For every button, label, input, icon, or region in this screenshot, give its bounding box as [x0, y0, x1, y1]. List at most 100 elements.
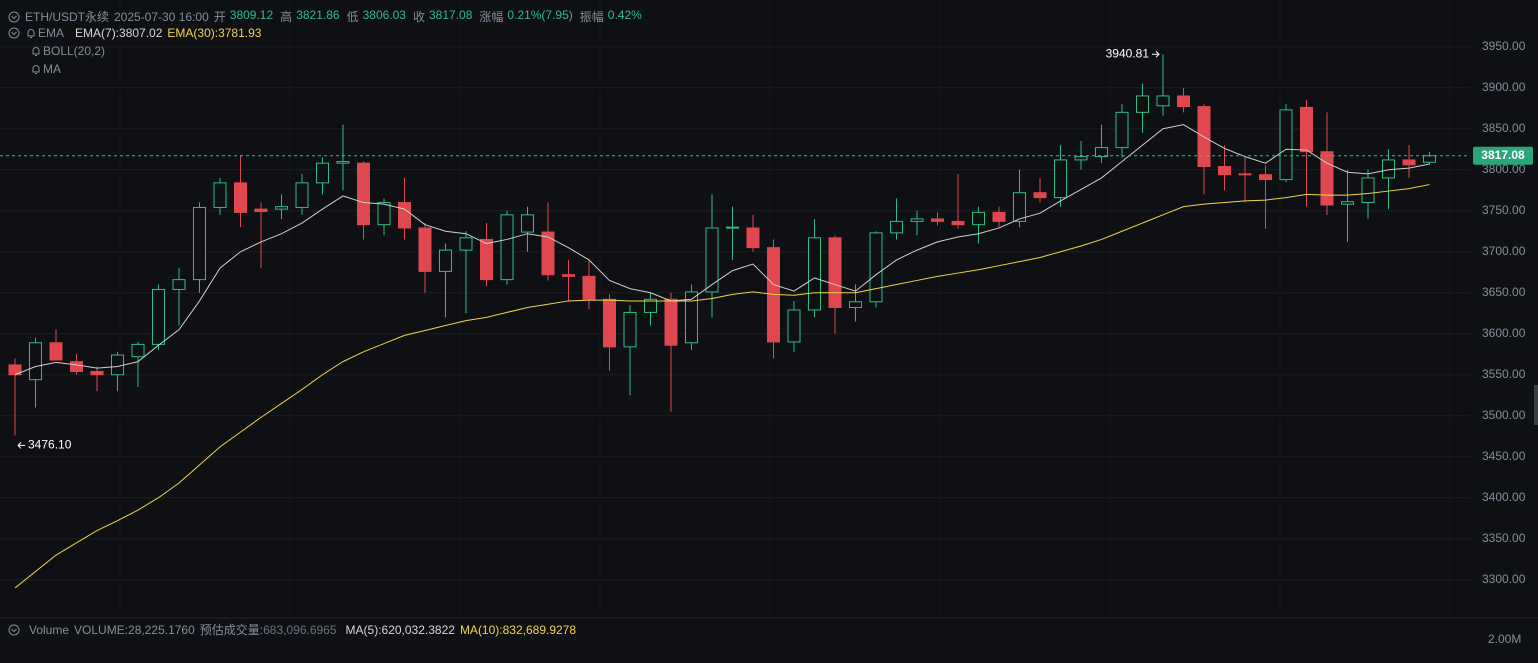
candle-body: [172, 279, 186, 290]
annotation-arrow: [1152, 50, 1160, 58]
plot: 3300.00 3350.00 3400.00 3450.00 3500.00 3550.…: [0, 38, 1533, 589]
collapse-icon[interactable]: [8, 11, 20, 23]
y-tick-label: 3600.00: [1482, 326, 1526, 340]
y-tick-label: 3650.00: [1482, 285, 1526, 299]
scroll-handle[interactable]: [1534, 385, 1538, 425]
y-tick-label: 3900.00: [1482, 80, 1526, 94]
candle-body: [357, 162, 370, 226]
candle-body: [418, 227, 432, 272]
candle-body: [1279, 109, 1293, 181]
field-value: 0.21%(7.95): [507, 8, 573, 22]
candle-body: [1238, 173, 1252, 176]
candle-body: [234, 182, 247, 213]
volume-row: Volume VOLUME:28,225.1760 预估成交量:683,096.…: [8, 621, 576, 638]
candle-body: [398, 202, 411, 229]
alert-icon[interactable]: [30, 63, 42, 75]
volume-ma5: MA(5):620,032.3822: [345, 622, 455, 637]
collapse-icon[interactable]: [8, 27, 20, 39]
candle-body: [275, 206, 288, 210]
indicator-line: [14, 184, 1430, 589]
low-annotation: 3476.10: [28, 438, 72, 452]
volume-axis-label: 2.00M: [1488, 632, 1521, 646]
candle-body: [459, 237, 473, 251]
y-tick-label: 3550.00: [1482, 367, 1526, 381]
candle-body: [1259, 174, 1272, 181]
alert-icon[interactable]: [25, 27, 37, 39]
candle-body: [1054, 159, 1067, 199]
candle-body: [726, 226, 739, 229]
symbol: ETH/USDT永续: [25, 10, 110, 24]
ohlc-fields: 开 3809.12 高 3821.86 低 3806.03 收 3817.08 涨幅 0.21%(…: [214, 8, 645, 25]
field-label: 高: [280, 10, 293, 24]
candle-body: [972, 211, 985, 226]
estimate-value: 683,096.6965: [263, 623, 337, 637]
candle-body: [131, 343, 145, 358]
candle-body: [992, 211, 1006, 222]
volume-title: Volume: [29, 622, 70, 637]
y-tick-label: 3750.00: [1482, 203, 1526, 217]
candle-body: [500, 214, 514, 281]
candle-body: [1074, 156, 1088, 161]
annotation-arrow: [17, 441, 25, 449]
candle-body: [869, 232, 883, 303]
candle-body: [336, 161, 350, 164]
last-price-box: [1473, 146, 1533, 165]
y-tick-label: 3450.00: [1482, 449, 1526, 463]
field-label: 振幅: [579, 10, 604, 24]
ema30-label: EMA(30):3781.93: [167, 26, 262, 40]
candle-body: [808, 237, 821, 311]
candle-body: [1156, 95, 1170, 107]
volume-ma10: MA(10):832,689.9278: [459, 622, 577, 637]
candle-body: [623, 311, 637, 348]
candle-body: [521, 214, 534, 233]
field-label: 涨幅: [479, 10, 504, 24]
indicator-name: MA: [43, 62, 61, 76]
volume-value: VOLUME:28,225.1760: [74, 622, 195, 637]
field-value: 3817.08: [429, 8, 473, 22]
candle-body: [746, 227, 760, 249]
candle-body: [787, 309, 801, 343]
candle-body: [70, 361, 83, 372]
axis-bg: [1470, 0, 1538, 663]
field-label: 开: [213, 10, 226, 24]
candle-body: [1341, 201, 1354, 205]
y-tick-label: 3800.00: [1482, 162, 1526, 176]
indicator-name: EMA: [38, 26, 65, 40]
time: 2025-07-30 16:00: [114, 9, 209, 24]
candle-body: [439, 249, 452, 272]
field-label: 低: [346, 10, 359, 24]
candle-body: [1095, 147, 1108, 158]
candle-body: [213, 182, 227, 208]
collapse-icon[interactable]: [8, 624, 20, 636]
boll-row: BOLL(20,2): [30, 44, 105, 58]
candle-body: [1423, 155, 1436, 163]
ohlc-row: ETH/USDT永续 2025-07-30 16:00 开 3809.12 高 382…: [8, 8, 645, 25]
indicator-line: [14, 124, 1430, 376]
candle-body: [1320, 151, 1334, 206]
ema7-label: EMA(7):3807.02: [75, 26, 163, 40]
candle-body: [295, 182, 309, 208]
candle-body: [193, 206, 206, 281]
y-tick-label: 3500.00: [1482, 408, 1526, 422]
candle-body: [1115, 111, 1129, 149]
candle-body: [1300, 106, 1313, 153]
y-tick-label: 3700.00: [1482, 244, 1526, 258]
candle-body: [1177, 95, 1190, 108]
candle-body: [90, 370, 104, 376]
candle-body: [705, 227, 719, 293]
indicator-name: BOLL(20,2): [43, 44, 106, 58]
candle-body: [562, 274, 575, 277]
candle-body: [49, 342, 63, 361]
candle-body: [1218, 165, 1231, 176]
candle-body: [1402, 159, 1416, 166]
candle-body: [254, 208, 268, 213]
candle-body: [1136, 95, 1149, 113]
field-value: 3806.03: [362, 8, 406, 22]
alert-icon[interactable]: [30, 45, 42, 57]
field-value: 0.42%: [607, 8, 642, 22]
candle-body: [541, 231, 555, 276]
y-tick-label: 3850.00: [1482, 121, 1526, 135]
candle-body: [1013, 192, 1026, 222]
estimate: 预估成交量:683,096.6965: [200, 621, 337, 638]
